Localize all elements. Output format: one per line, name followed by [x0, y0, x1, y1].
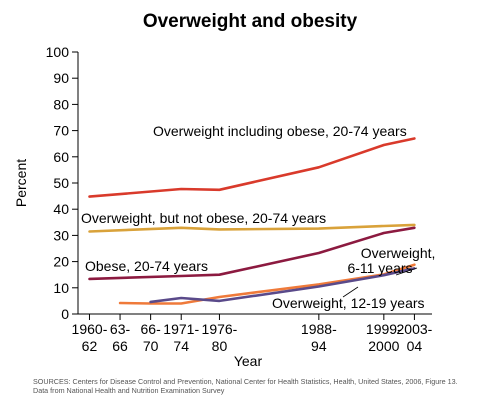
y-tick-label: 30	[53, 227, 69, 243]
x-tick-label: 1976-80	[202, 321, 238, 354]
line-overweight-including-obese	[88, 137, 416, 198]
sources-line-2: Data from National Health and Nutrition …	[33, 386, 225, 395]
line-overweight-not-obese	[88, 223, 416, 233]
label-overweight-including-obese: Overweight including obese, 20-74 years	[153, 123, 407, 139]
sources-line-1: SOURCES: Centers for Disease Control and…	[33, 377, 458, 386]
line-overweight-12-19	[149, 267, 416, 304]
x-tick-label: 2003-04	[397, 321, 433, 354]
y-tick-label: 90	[53, 70, 69, 86]
x-tick-label: 66-70	[141, 321, 162, 354]
y-tick-label: 70	[53, 123, 69, 139]
sources-note: SOURCES: Centers for Disease Control and…	[33, 377, 493, 395]
label-overweight-12-19: Overweight, 12-19 years	[272, 295, 425, 311]
y-tick-label: 60	[53, 149, 69, 165]
x-tick-label: 1960-62	[72, 321, 108, 354]
y-tick-label: 40	[53, 201, 69, 217]
y-tick-label: 0	[61, 306, 69, 322]
line-obese	[88, 226, 416, 281]
y-tick-label: 80	[53, 96, 69, 112]
label-overweight-not-obese: Overweight, but not obese, 20-74 years	[81, 210, 326, 226]
y-axis-title: Percent	[13, 159, 29, 207]
y-tick-label: 20	[53, 254, 69, 270]
y-tick-label: 10	[53, 280, 69, 296]
chart-title: Overweight and obesity	[143, 11, 358, 32]
x-tick-label: 1999-2000	[366, 321, 402, 354]
x-tick-label: 1971-74	[163, 321, 199, 354]
label-overweight-6-11: Overweight, 6-11 years	[347, 245, 439, 276]
y-tick-label: 50	[53, 175, 69, 191]
label-obese: Obese, 20-74 years	[85, 258, 208, 274]
x-tick-label: 1988-94	[301, 321, 337, 354]
leader-overweight-12-19	[342, 286, 359, 298]
leader-overweight-6-11	[395, 267, 418, 276]
x-axis-title: Year	[234, 353, 263, 369]
y-tick-label: 100	[46, 44, 70, 60]
x-tick-label: 63-66	[110, 321, 131, 354]
